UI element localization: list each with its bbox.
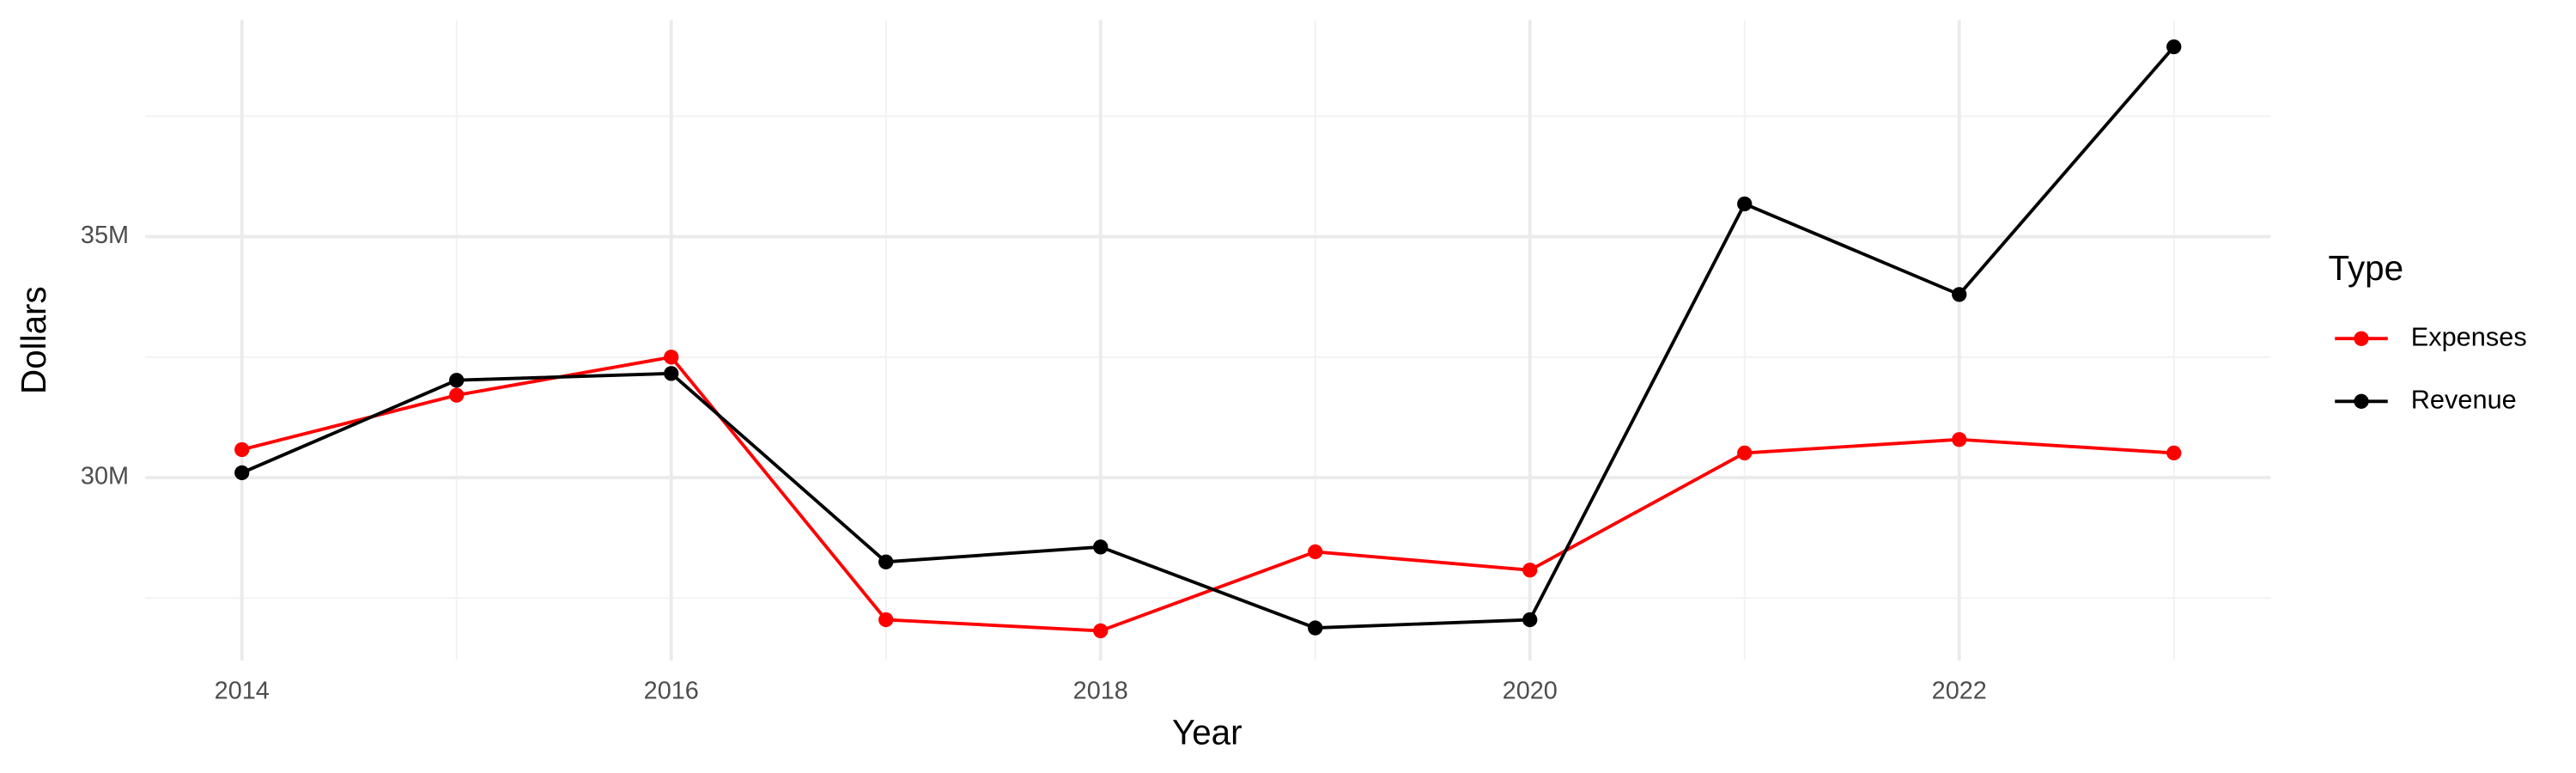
x-tick-label: 2020 bbox=[1503, 677, 1558, 704]
data-point bbox=[1093, 623, 1109, 639]
data-point bbox=[1737, 445, 1753, 461]
legend-title: Type bbox=[2329, 248, 2404, 288]
x-tick-label: 2016 bbox=[644, 677, 699, 704]
data-point bbox=[1952, 432, 1967, 447]
x-tick-label: 2014 bbox=[215, 677, 270, 704]
data-point bbox=[878, 612, 894, 628]
x-axis-title: Year bbox=[1172, 712, 1242, 752]
data-point bbox=[1952, 287, 1967, 302]
data-point bbox=[1522, 612, 1538, 628]
data-point bbox=[1308, 544, 1323, 560]
legend-key-point bbox=[2354, 331, 2369, 346]
data-point bbox=[2166, 445, 2182, 461]
data-point bbox=[1522, 563, 1538, 578]
data-point bbox=[449, 373, 465, 388]
data-point bbox=[234, 441, 250, 458]
data-point bbox=[449, 387, 465, 403]
data-point bbox=[664, 350, 679, 365]
data-point bbox=[1093, 539, 1109, 555]
data-point bbox=[878, 554, 894, 569]
data-point bbox=[2166, 39, 2182, 55]
y-tick-label: 30M bbox=[81, 463, 129, 490]
y-axis-title: Dollars bbox=[14, 286, 53, 394]
legend-label: Revenue bbox=[2411, 384, 2517, 414]
x-tick-label: 2018 bbox=[1073, 677, 1128, 704]
data-point bbox=[1308, 620, 1323, 636]
data-point bbox=[1737, 196, 1753, 212]
series-line bbox=[240, 46, 2176, 630]
series-line bbox=[241, 355, 2174, 633]
data-point bbox=[664, 366, 679, 381]
x-tick-label: 2022 bbox=[1932, 677, 1987, 704]
y-tick-label: 35M bbox=[81, 222, 129, 249]
legend-key-point bbox=[2354, 393, 2369, 409]
data-point bbox=[234, 465, 250, 481]
legend-label: Expenses bbox=[2411, 321, 2527, 351]
